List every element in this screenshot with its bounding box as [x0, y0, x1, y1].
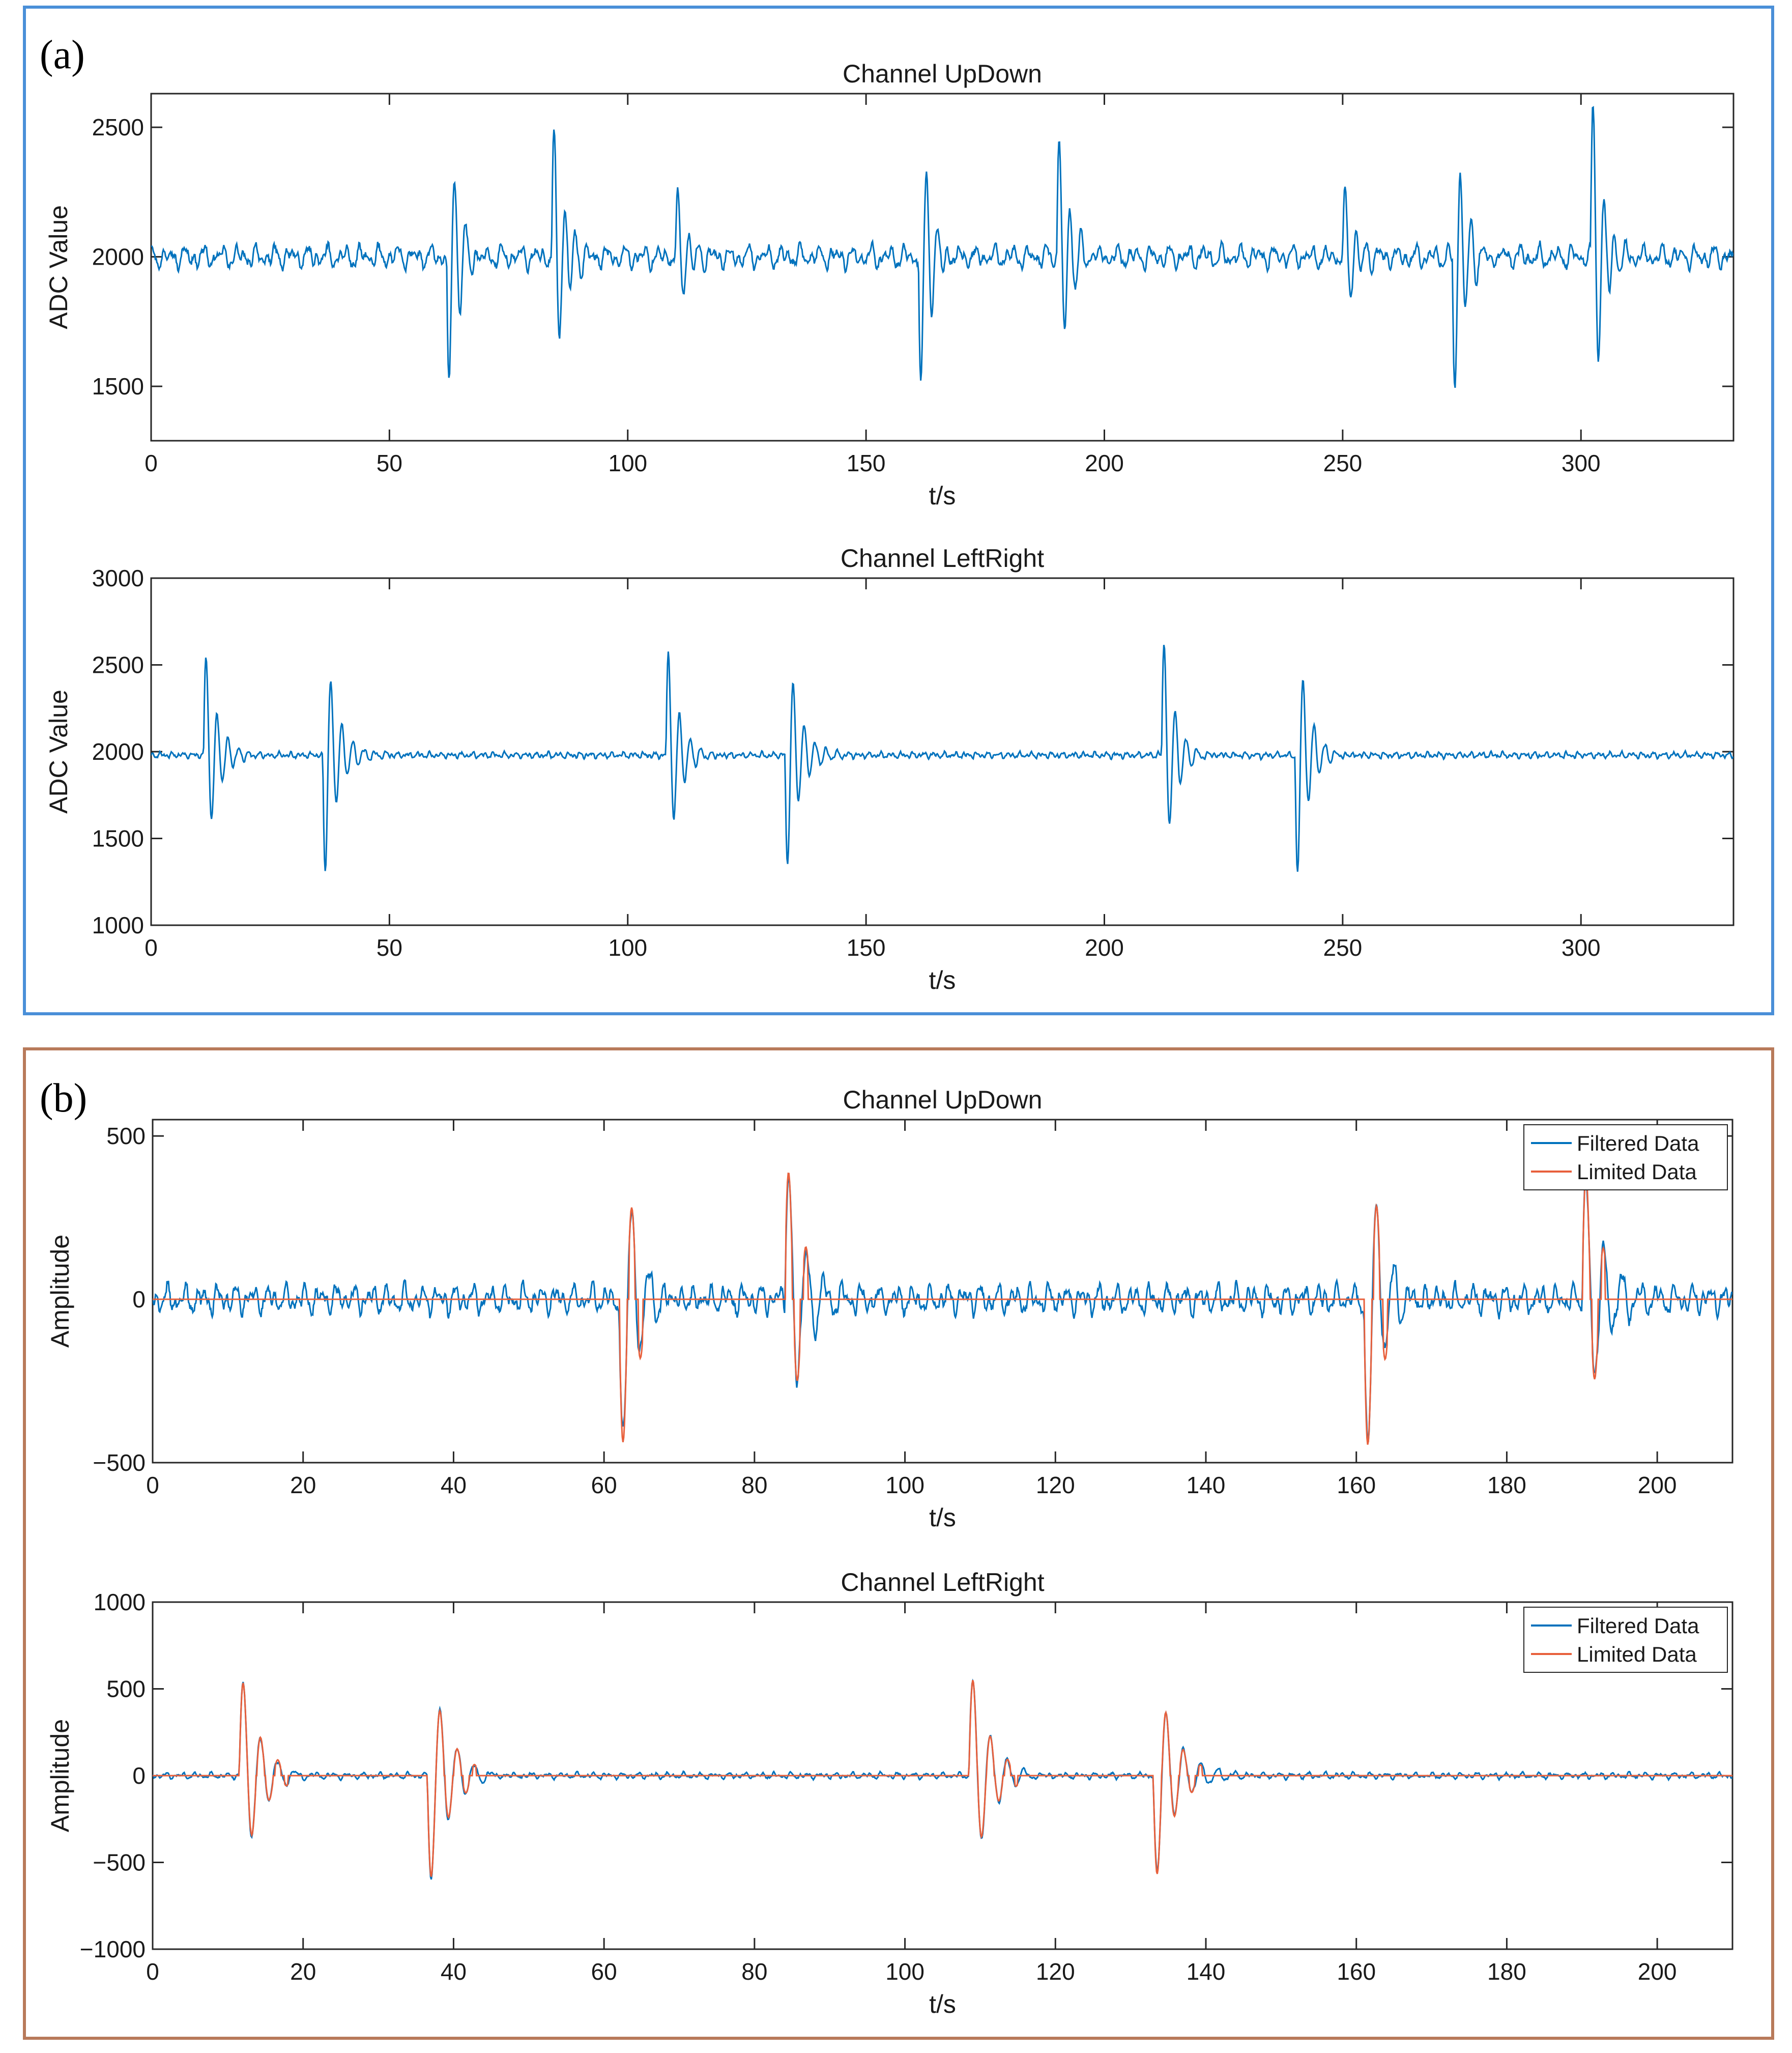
x-tick-label: 60 [591, 1472, 617, 1498]
legend-entry: Filtered Data [1577, 1131, 1699, 1155]
x-axis-label: t/s [929, 481, 956, 510]
x-tick-label: 300 [1562, 934, 1601, 961]
plot-area [152, 1119, 1733, 1464]
x-tick-label: 20 [290, 1472, 316, 1498]
panel-b-frame [23, 1047, 1774, 2040]
plot-area [150, 577, 1735, 926]
legend-entry: Limited Data [1577, 1642, 1697, 1666]
x-tick-label: 140 [1187, 1472, 1226, 1498]
x-tick-label: 100 [885, 1472, 924, 1498]
y-axis-label: Amplitude [46, 1235, 74, 1348]
chart-b-updown: Channel UpDown Amplitude t/s 0 20 40 60 80 100 12… [46, 1086, 1733, 1532]
chart-a-updown: Channel UpDown ADC Value t/s 0 50 100 150 200 25… [44, 60, 1735, 510]
series-line-limited-data [153, 1679, 1732, 1877]
x-tick-label: 180 [1487, 1472, 1526, 1498]
x-tick-label: 80 [741, 1958, 767, 1985]
y-tick-label: 1500 [92, 825, 144, 852]
y-tick-label: 1000 [92, 912, 144, 938]
x-tick-label: 120 [1036, 1958, 1075, 1985]
panel-b-label: (b) [40, 1076, 88, 1121]
legend-entry: Limited Data [1577, 1160, 1697, 1184]
x-tick-label: 200 [1638, 1958, 1677, 1985]
x-tick-label: 60 [591, 1958, 617, 1985]
chart-b-leftright: Channel LeftRight Amplitude t/s 0 20 40 60 80 10… [46, 1568, 1733, 2018]
y-axis-label: ADC Value [44, 690, 73, 814]
x-tick-label: 100 [608, 934, 647, 961]
legend-box [1523, 1607, 1728, 1673]
x-tick-label: 0 [146, 1472, 159, 1498]
x-tick-label: 300 [1562, 450, 1601, 476]
x-tick-label: 40 [441, 1958, 467, 1985]
x-tick-label: 180 [1487, 1958, 1526, 1985]
x-tick-label: 80 [741, 1472, 767, 1498]
y-tick-label: −500 [93, 1849, 146, 1876]
x-tick-label: 200 [1085, 450, 1124, 476]
panel-a-label: (a) [40, 33, 85, 77]
x-tick-label: 160 [1337, 1958, 1376, 1985]
y-tick-label: 3000 [92, 565, 144, 591]
legend-entry: Filtered Data [1577, 1614, 1699, 1638]
chart-a-leftright: Channel LeftRight ADC Value t/s 0 50 100 150 20… [44, 544, 1735, 994]
y-tick-label: 1000 [94, 1589, 146, 1615]
x-tick-label: 150 [847, 450, 886, 476]
series-line-signal [151, 106, 1733, 388]
y-tick-label: 0 [132, 1286, 146, 1313]
y-tick-label: 2000 [92, 738, 144, 765]
x-axis-label: t/s [929, 966, 956, 994]
y-tick-label: 500 [106, 1676, 146, 1702]
y-tick-label: −500 [93, 1449, 146, 1476]
y-tick-label: 2500 [92, 114, 144, 140]
y-axis-label: Amplitude [46, 1719, 74, 1832]
chart-title: Channel LeftRight [841, 1568, 1044, 1596]
chart-title: Channel LeftRight [841, 544, 1044, 573]
x-tick-label: 40 [441, 1472, 467, 1498]
x-axis-label: t/s [929, 1503, 956, 1532]
y-tick-label: 2500 [92, 652, 144, 678]
x-tick-label: 200 [1638, 1472, 1677, 1498]
chart-title: Channel UpDown [843, 1086, 1043, 1114]
x-tick-label: 250 [1323, 450, 1362, 476]
x-axis-label: t/s [929, 1990, 956, 2018]
series-line-signal [151, 645, 1733, 872]
x-tick-label: 200 [1085, 934, 1124, 961]
x-tick-label: 0 [144, 934, 158, 961]
x-tick-label: 100 [885, 1958, 924, 1985]
y-tick-label: 0 [132, 1762, 146, 1789]
x-tick-label: 120 [1036, 1472, 1075, 1498]
legend-box [1523, 1124, 1728, 1190]
chart-title: Channel UpDown [843, 60, 1042, 88]
y-axis-label: ADC Value [44, 205, 73, 329]
x-tick-label: 160 [1337, 1472, 1376, 1498]
x-tick-label: 0 [146, 1958, 159, 1985]
y-tick-label: −1000 [80, 1936, 146, 1962]
y-tick-label: 500 [106, 1123, 146, 1149]
x-tick-label: 100 [608, 450, 647, 476]
legend: Filtered Data Limited Data [1523, 1607, 1728, 1673]
series-line-limited-data [153, 1172, 1732, 1445]
x-tick-label: 250 [1323, 934, 1362, 961]
x-tick-label: 150 [847, 934, 886, 961]
legend: Filtered Data Limited Data [1523, 1124, 1728, 1190]
x-tick-label: 50 [377, 450, 402, 476]
y-tick-label: 1500 [92, 373, 144, 400]
x-tick-label: 50 [377, 934, 402, 961]
x-tick-label: 140 [1187, 1958, 1226, 1985]
x-tick-label: 0 [144, 450, 158, 476]
y-tick-label: 2000 [92, 244, 144, 270]
x-tick-label: 20 [290, 1958, 316, 1985]
panel-a-frame [23, 6, 1774, 1015]
